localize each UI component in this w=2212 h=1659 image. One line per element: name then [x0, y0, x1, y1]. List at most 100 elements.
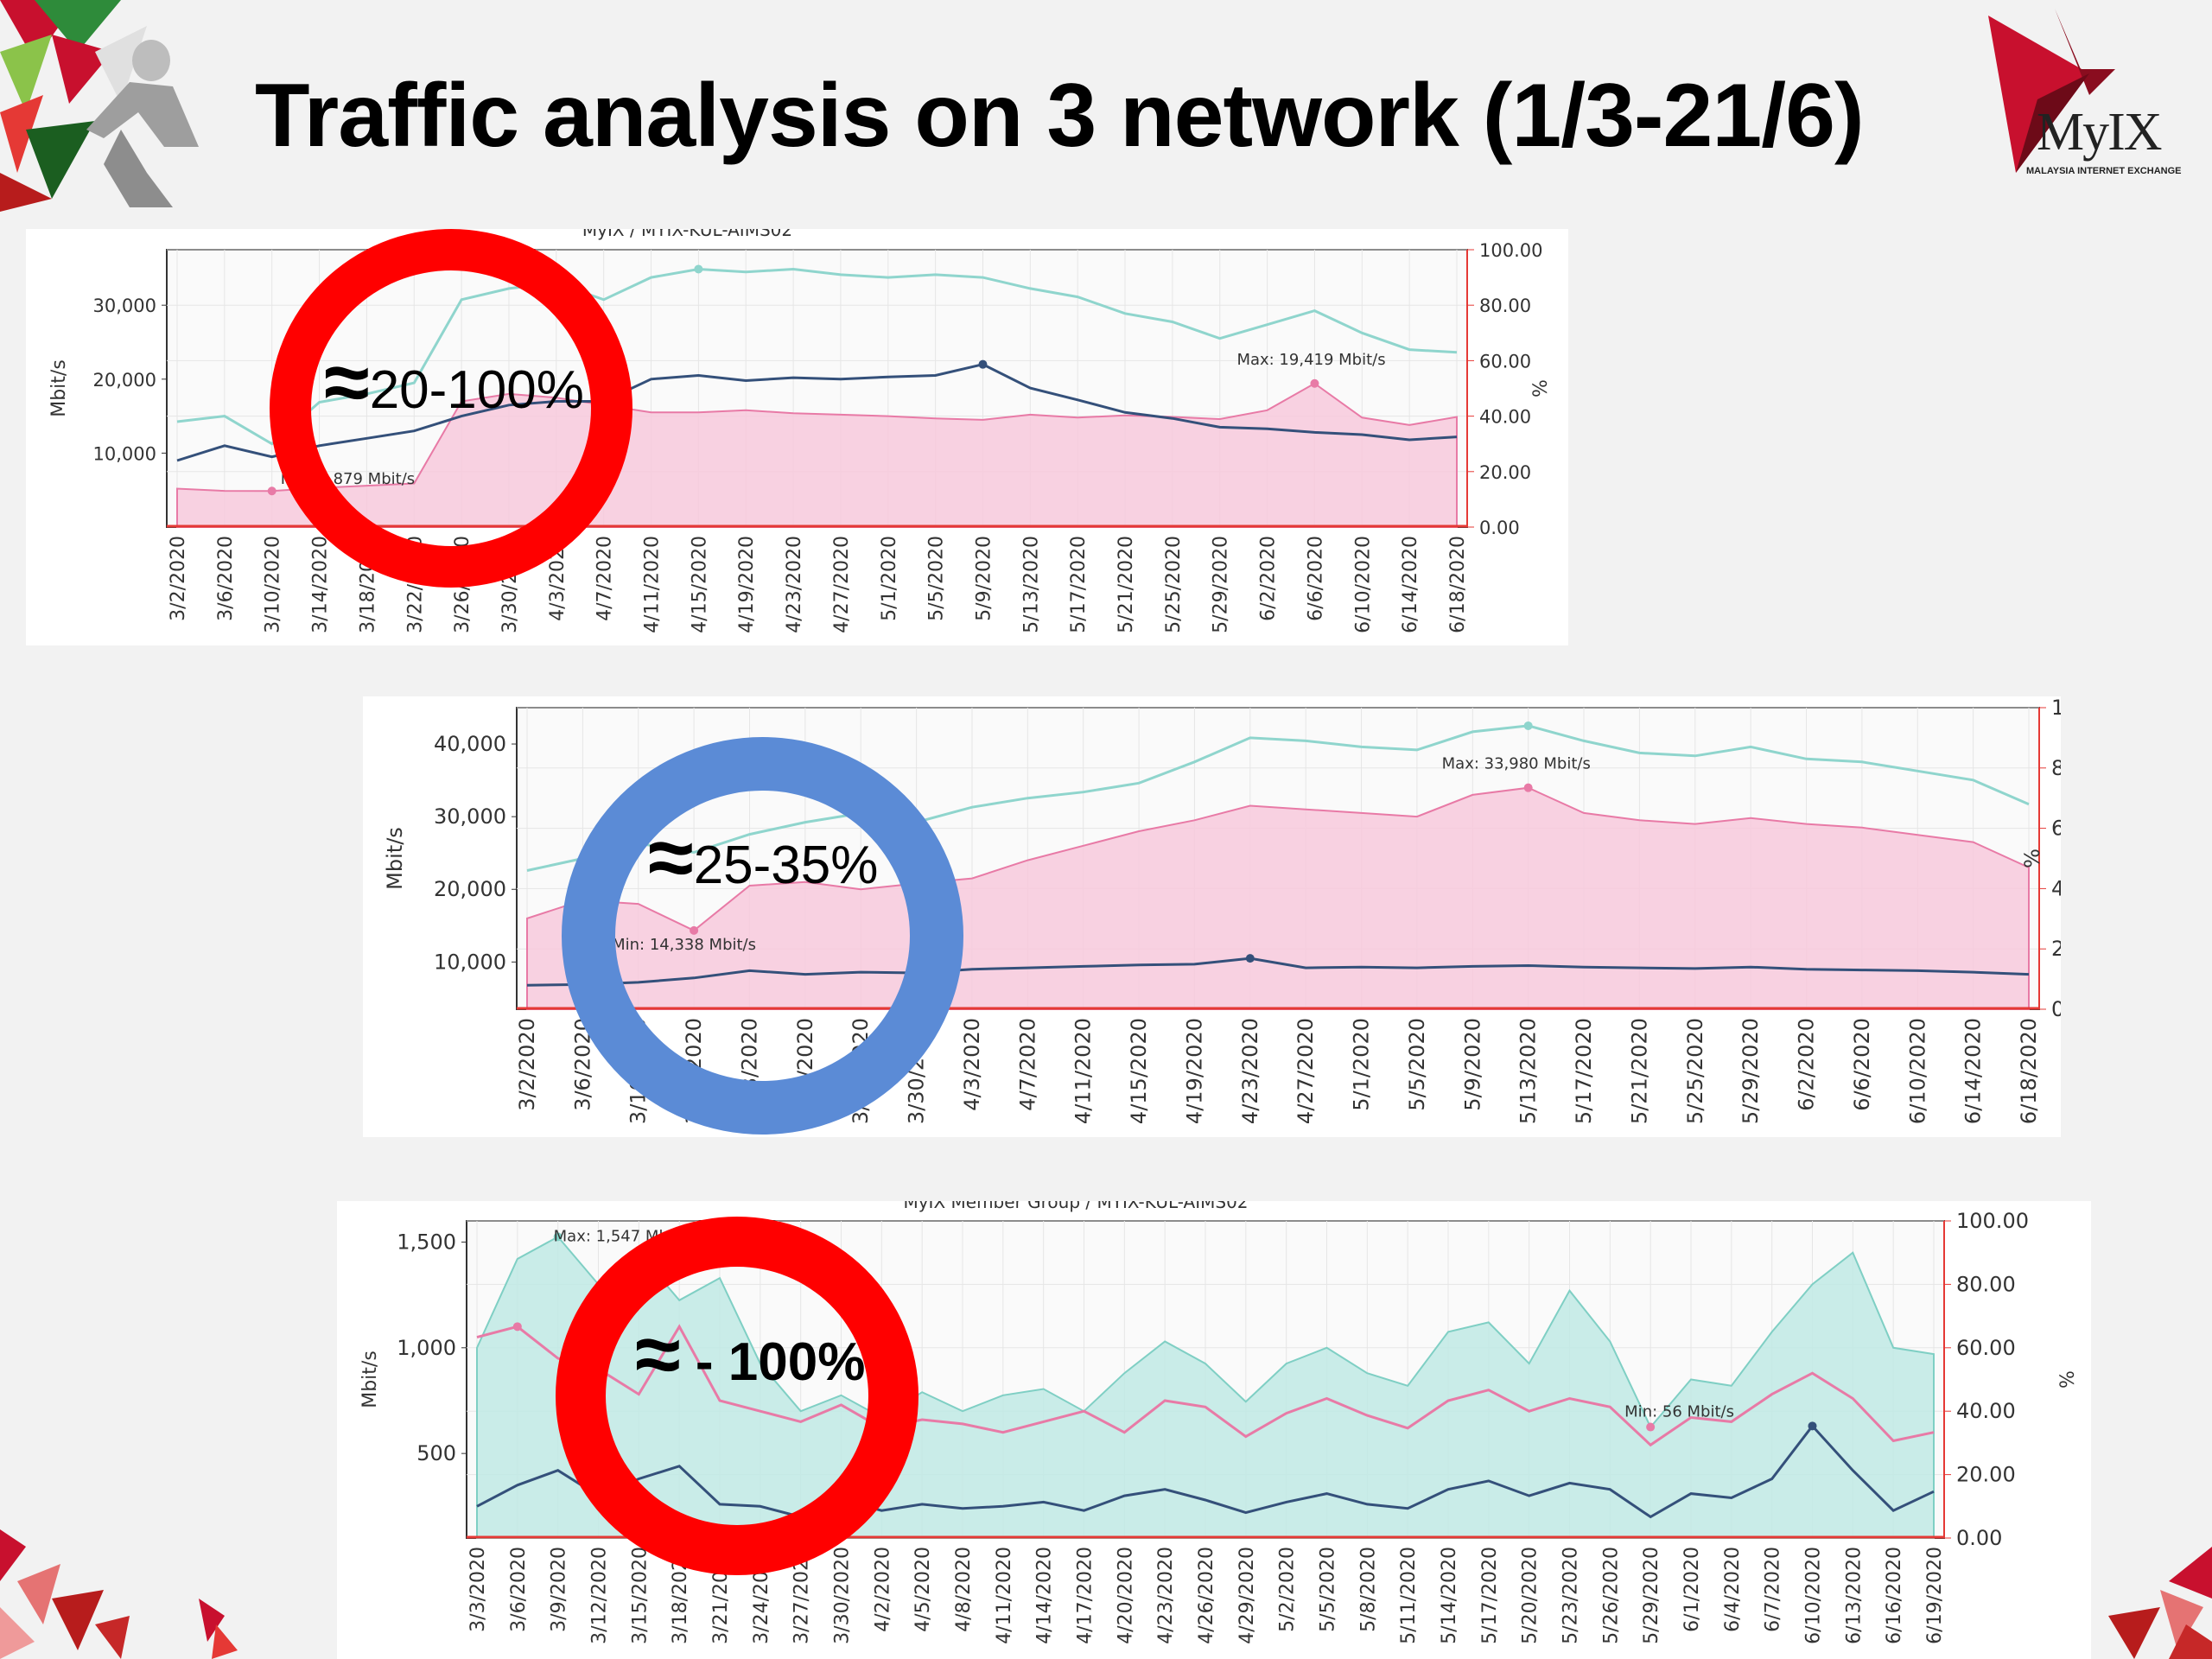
chart-title: MyIX / MYIX-KUL-AIMS02	[582, 229, 792, 240]
slide-title: Traffic analysis on 3 network (1/3-21/6)	[255, 66, 1865, 166]
series-max-marker	[1523, 721, 1533, 730]
chart-panel-1: 10,000 20,000 30,000 0.00 20.00 40.00 60.00 80.…	[26, 229, 1568, 645]
x-tick-label: 3/14/2020	[310, 536, 332, 633]
y-axis-title: Mbit/s	[48, 359, 70, 417]
x-tick-label: 5/25/2020	[1163, 536, 1185, 633]
y-tick-label: 20,000	[93, 370, 156, 391]
x-tick-label: 5/29/2020	[1211, 536, 1232, 633]
x-tick-label: 3/12/2020	[589, 1547, 611, 1644]
y2-tick-label: 100.00	[1956, 1209, 2029, 1233]
annotation-label-1: ≈20-100%	[324, 341, 584, 424]
series-max-marker	[1310, 378, 1319, 388]
x-tick-label: 4/23/2020	[1155, 1547, 1177, 1644]
x-tick-label: 5/1/2020	[879, 536, 900, 621]
x-tick-label: 4/29/2020	[1236, 1547, 1258, 1644]
x-tick-label: 4/11/2020	[642, 536, 664, 633]
x-tick-label: 5/21/2020	[1116, 536, 1137, 633]
series-max-marker	[694, 264, 703, 274]
y2-axis-title: %	[1530, 379, 1552, 397]
corner-art-bottom-left	[0, 1529, 238, 1659]
y2-tick-label: 20.00	[1479, 462, 1531, 483]
approx-symbol: ≈	[324, 336, 370, 429]
x-tick-label: 4/17/2020	[1075, 1547, 1096, 1644]
x-tick-label: 5/5/2020	[1405, 1018, 1429, 1111]
x-tick-label: 5/26/2020	[1600, 1547, 1622, 1644]
y2-axis-title: %	[2057, 1370, 2079, 1389]
y-tick-label: 30,000	[434, 804, 506, 829]
x-tick-label: 3/2/2020	[168, 536, 189, 621]
x-tick-label: 4/5/2020	[912, 1547, 934, 1632]
y2-tick-label: 40.00	[2051, 876, 2061, 900]
x-tick-label: 6/18/2020	[2017, 1018, 2041, 1124]
annotation-range: - 100%	[680, 1332, 866, 1392]
x-tick-label: 4/23/2020	[1238, 1018, 1262, 1124]
x-tick-label: 4/11/2020	[1071, 1018, 1096, 1124]
y-tick-label: 1,000	[397, 1336, 456, 1360]
annotation-range: 25-35%	[693, 836, 879, 895]
y-tick-label: 30,000	[93, 296, 156, 316]
x-tick-label: 3/3/2020	[467, 1547, 489, 1632]
x-tick-label: 3/6/2020	[508, 1547, 530, 1632]
y2-tick-label: 80.00	[1479, 296, 1531, 316]
y-tick-label: 40,000	[434, 732, 506, 756]
x-tick-label: 3/15/2020	[629, 1547, 651, 1644]
x-tick-label: 4/11/2020	[994, 1547, 1015, 1644]
series-min-marker	[267, 486, 276, 496]
x-tick-label: 6/10/2020	[1905, 1018, 1929, 1124]
y2-tick-label: 60.00	[1956, 1336, 2016, 1360]
x-tick-label: 6/1/2020	[1681, 1547, 1703, 1632]
x-tick-label: 3/2/2020	[515, 1018, 539, 1111]
annotation-label-3: ≈ - 100%	[635, 1313, 865, 1396]
series-max-marker	[512, 1322, 522, 1332]
annotation-ring-blue	[562, 737, 963, 1135]
y-tick-label: 1,500	[397, 1230, 456, 1254]
x-tick-label: 6/6/2020	[1850, 1018, 1874, 1111]
x-tick-label: 6/6/2020	[1305, 536, 1326, 621]
y-tick-label: 500	[416, 1441, 456, 1465]
y2-tick-label: 60.00	[2051, 817, 2061, 841]
min-annotation: Min: 56 Mbit/s	[1624, 1403, 1734, 1421]
logo-subtitle: MALAYSIA INTERNET EXCHANGE	[2026, 166, 2182, 176]
y2-tick-label: 80.00	[1956, 1272, 2016, 1296]
x-tick-label: 3/6/2020	[215, 536, 237, 621]
x-tick-label: 4/14/2020	[1034, 1547, 1056, 1644]
y2-tick-label: 80.00	[2051, 756, 2061, 780]
x-tick-label: 5/5/2020	[1318, 1547, 1339, 1632]
x-tick-label: 4/26/2020	[1196, 1547, 1217, 1644]
y-tick-label: 20,000	[434, 877, 506, 901]
corner-art-top-left	[0, 0, 199, 212]
x-tick-label: 4/27/2020	[1294, 1018, 1318, 1124]
x-tick-label: 4/23/2020	[784, 536, 805, 633]
x-tick-label: 5/17/2020	[1572, 1018, 1596, 1124]
annotation-range: 20-100%	[369, 360, 584, 420]
x-tick-label: 6/4/2020	[1722, 1547, 1744, 1632]
series-max-marker	[1523, 783, 1533, 792]
x-tick-label: 4/8/2020	[953, 1547, 975, 1632]
series-max-marker	[1808, 1421, 1817, 1431]
myix-logo-icon	[1988, 9, 2115, 173]
x-tick-label: 5/20/2020	[1520, 1547, 1541, 1644]
corner-art-bottom-right	[2108, 1547, 2212, 1659]
x-tick-label: 6/14/2020	[1961, 1018, 1986, 1124]
x-tick-label: 6/2/2020	[1258, 536, 1280, 621]
x-tick-label: 6/10/2020	[1803, 1547, 1825, 1644]
y2-tick-label: 40.00	[1956, 1399, 2016, 1423]
x-tick-label: 4/15/2020	[689, 536, 710, 633]
x-tick-label: 4/7/2020	[594, 536, 616, 621]
x-tick-label: 5/25/2020	[1683, 1018, 1707, 1124]
series-max-marker	[1245, 954, 1255, 963]
y2-tick-label: 100.00	[2051, 696, 2061, 720]
max-annotation: Max: 33,980 Mbit/s	[1442, 755, 1591, 773]
y-tick-label: 10,000	[93, 443, 156, 464]
y2-tick-label: 60.00	[1479, 351, 1531, 372]
x-tick-label: 3/30/2020	[832, 1547, 854, 1644]
y2-tick-label: 0.00	[1956, 1526, 2002, 1550]
x-tick-label: 6/10/2020	[1352, 536, 1374, 633]
x-tick-label: 5/21/2020	[1627, 1018, 1651, 1124]
x-tick-label: 5/29/2020	[1738, 1018, 1763, 1124]
x-tick-label: 5/1/2020	[1350, 1018, 1374, 1111]
y2-tick-label: 0.00	[1479, 518, 1520, 538]
x-tick-label: 6/14/2020	[1400, 536, 1421, 633]
y2-tick-label: 0.00	[2051, 997, 2061, 1021]
y2-tick-label: 20.00	[2051, 937, 2061, 961]
